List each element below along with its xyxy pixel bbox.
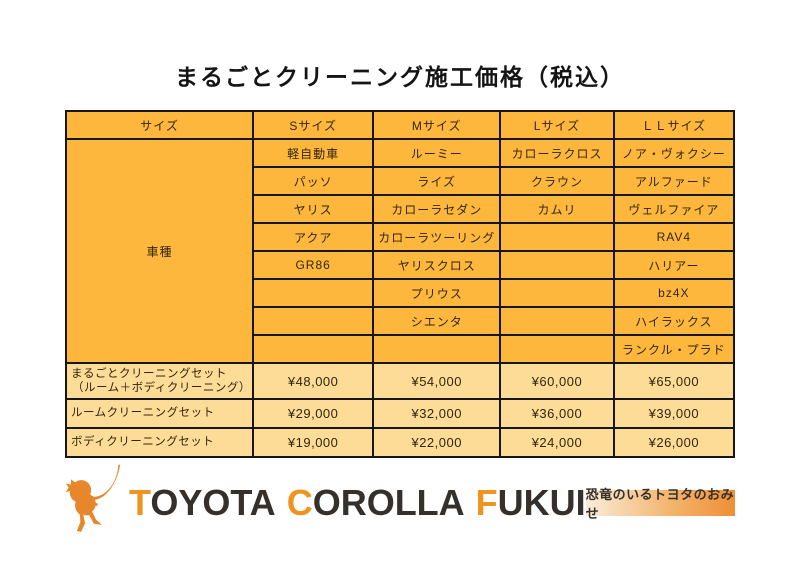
car-cell: ルーミー — [372, 138, 502, 168]
tagline-text: 恐竜のいるトヨタのおみせ — [585, 487, 735, 521]
price-row-label-line1: まるごとクリーニングセット — [71, 367, 227, 380]
car-cell: クラウン — [499, 166, 615, 196]
car-row: パッソ ライズ クラウン アルファード — [66, 166, 736, 196]
footer-logo-bar: TOYOTA COROLLA FUKUI 恐竜のいるトヨタのおみせ — [65, 463, 735, 543]
car-cell: ノア・ヴォクシー — [612, 138, 736, 168]
car-cell: ハイラックス — [612, 306, 736, 336]
car-cell — [499, 334, 615, 364]
car-cell — [252, 278, 375, 308]
price-row-full-set: まるごとクリーニングセット （ルーム＋ボディクリーニング） ¥48,000 ¥5… — [64, 362, 736, 400]
car-cell: ハリアー — [612, 250, 736, 280]
car-cell: シエンタ — [372, 306, 502, 336]
car-cell — [252, 306, 375, 336]
price-table: サイズ Sサイズ Mサイズ Lサイズ ＬＬサイズ 車種 軽自動車 ルーミー カロ… — [64, 110, 736, 458]
car-cell — [499, 278, 615, 308]
brand-logo: TOYOTA COROLLA FUKUI — [129, 482, 586, 524]
row-header-vehicle-type: 車種 — [64, 138, 255, 364]
car-row: プリウス bz4X — [66, 278, 736, 308]
tagline-banner: 恐竜のいるトヨタのおみせ — [585, 487, 735, 521]
price-cell: ¥19,000 — [252, 427, 375, 458]
car-cell: パッソ — [252, 166, 375, 196]
price-cell: ¥54,000 — [372, 362, 502, 400]
car-cell: カムリ — [499, 194, 615, 224]
car-row: アクア カローラツーリング RAV4 — [66, 222, 736, 252]
col-header-l: Lサイズ — [499, 110, 615, 140]
brand-word-fukui: FUKUI — [475, 482, 586, 523]
car-cell: RAV4 — [612, 222, 736, 252]
car-cell: ヤリス — [252, 194, 375, 224]
price-cell: ¥29,000 — [252, 398, 375, 429]
col-header-ll: ＬＬサイズ — [612, 110, 736, 140]
car-cell — [372, 334, 502, 364]
page-title: まるごとクリーニング施工価格（税込） — [175, 64, 625, 90]
col-header-s: Sサイズ — [252, 110, 375, 140]
car-cell: アルファード — [612, 166, 736, 196]
car-cell: bz4X — [612, 278, 736, 308]
car-cell — [499, 306, 615, 336]
car-cell: カローラツーリング — [372, 222, 502, 252]
price-row-label: ルームクリーニングセット — [64, 398, 255, 429]
car-cell: カローラクロス — [499, 138, 615, 168]
dinosaur-icon — [65, 464, 121, 532]
price-row-label-line2: （ルーム＋ボディクリーニング） — [72, 382, 251, 394]
price-row-body-set: ボディクリーニングセット ¥19,000 ¥22,000 ¥24,000 ¥26… — [64, 427, 736, 458]
price-cell: ¥65,000 — [612, 362, 736, 400]
car-row: 車種 軽自動車 ルーミー カローラクロス ノア・ヴォクシー — [64, 138, 736, 364]
car-cell — [252, 334, 375, 364]
price-cell: ¥36,000 — [499, 398, 615, 429]
price-cell: ¥26,000 — [612, 427, 736, 458]
price-cell: ¥48,000 — [252, 362, 375, 400]
price-cell: ¥24,000 — [499, 427, 615, 458]
car-cell — [499, 250, 615, 280]
car-cell: カローラセダン — [372, 194, 502, 224]
car-cell: 軽自動車 — [252, 138, 375, 168]
brand-word-toyota: TOYOTA — [129, 482, 276, 523]
price-cell: ¥60,000 — [499, 362, 615, 400]
car-cell: ランクル・プラド — [612, 334, 736, 364]
table-header-row: サイズ Sサイズ Mサイズ Lサイズ ＬＬサイズ — [64, 110, 736, 140]
car-cell: アクア — [252, 222, 375, 252]
car-cell: ヤリスクロス — [372, 250, 502, 280]
brand-word-corolla: COROLLA — [286, 482, 465, 523]
price-cell: ¥32,000 — [372, 398, 502, 429]
col-header-size: サイズ — [64, 110, 255, 140]
price-row-room-set: ルームクリーニングセット ¥29,000 ¥32,000 ¥36,000 ¥39… — [64, 398, 736, 429]
price-row-label: ボディクリーニングセット — [64, 427, 255, 458]
car-cell: GR86 — [252, 250, 375, 280]
col-header-m: Mサイズ — [372, 110, 502, 140]
car-cell — [499, 222, 615, 252]
car-cell: プリウス — [372, 278, 502, 308]
car-row: シエンタ ハイラックス — [66, 306, 736, 336]
price-row-label: まるごとクリーニングセット （ルーム＋ボディクリーニング） — [64, 362, 255, 400]
price-cell: ¥22,000 — [372, 427, 502, 458]
price-cell: ¥39,000 — [612, 398, 736, 429]
car-row: ランクル・プラド — [66, 334, 736, 364]
car-row: ヤリス カローラセダン カムリ ヴェルファイア — [66, 194, 736, 224]
car-cell: ライズ — [372, 166, 502, 196]
car-cell: ヴェルファイア — [612, 194, 736, 224]
car-row: GR86 ヤリスクロス ハリアー — [66, 250, 736, 280]
